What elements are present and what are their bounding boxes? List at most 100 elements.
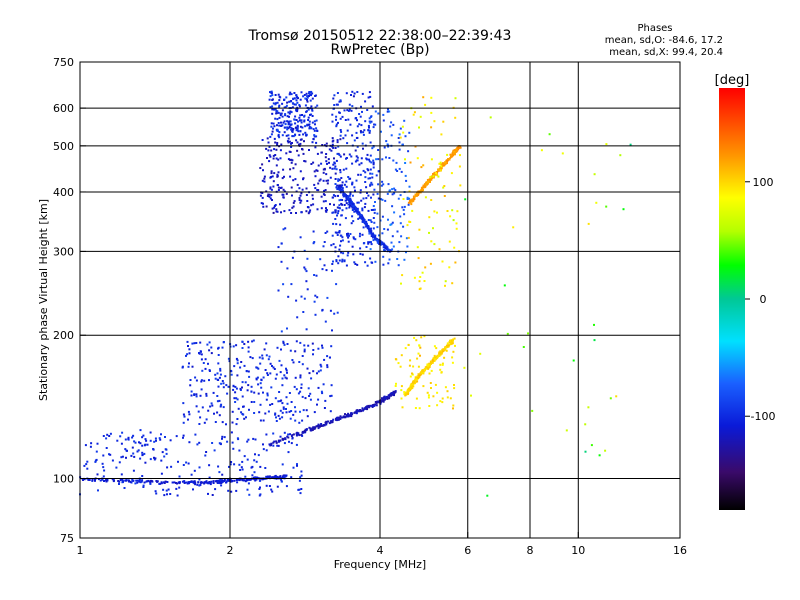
scatter-point (276, 110, 279, 113)
scatter-point (258, 356, 261, 359)
scatter-point (262, 169, 264, 172)
scatter-point (219, 369, 222, 372)
scatter-point (130, 454, 133, 457)
scatter-point (333, 167, 336, 170)
scatter-point (303, 160, 306, 162)
scatter-point (273, 148, 276, 151)
scatter-point (299, 170, 302, 173)
scatter-point (451, 209, 454, 212)
scatter-point (343, 260, 346, 263)
scatter-point (299, 119, 301, 122)
scatter-point (278, 116, 281, 119)
scatter-point (269, 106, 272, 109)
scatter-point (309, 209, 312, 212)
scatter-point (331, 113, 334, 116)
scatter-point (349, 202, 352, 205)
scatter-point (299, 476, 302, 479)
scatter-point (161, 451, 164, 454)
scatter-point (259, 362, 262, 365)
x-tick-label: 4 (377, 544, 384, 557)
scatter-point (277, 444, 280, 447)
scatter-point (455, 222, 458, 225)
scatter-point (595, 201, 598, 204)
scatter-point (368, 129, 371, 132)
scatter-point (308, 211, 311, 213)
scatter-point (415, 339, 418, 342)
scatter-point (327, 420, 329, 423)
scatter-point (231, 421, 234, 424)
scatter-point (281, 102, 284, 105)
scatter-point (448, 266, 451, 269)
scatter-point (183, 482, 186, 484)
scatter-point (276, 173, 279, 176)
scatter-point (261, 354, 264, 357)
scatter-point (376, 226, 379, 229)
y-axis-label: Stationary phase Virtual Height [km] (37, 199, 50, 401)
scatter-point (341, 416, 343, 419)
scatter-point (275, 373, 278, 376)
scatter-point (431, 359, 434, 362)
scatter-point (338, 188, 341, 191)
scatter-point (335, 115, 338, 118)
scatter-point (90, 442, 93, 445)
scatter-point (291, 135, 294, 138)
scatter-point (285, 152, 288, 155)
scatter-point (299, 374, 302, 377)
scatter-point (308, 91, 311, 94)
y-tick-label: 75 (60, 532, 74, 545)
scatter-point (359, 191, 362, 194)
scatter-point (451, 154, 454, 157)
scatter-point (417, 192, 420, 195)
scatter-point (175, 487, 178, 490)
scatter-point (451, 361, 454, 364)
scatter-point (287, 122, 290, 125)
scatter-point (399, 127, 402, 130)
scatter-point (424, 266, 427, 269)
scatter-point (278, 136, 281, 139)
scatter-point (334, 195, 337, 198)
scatter-point (312, 138, 315, 141)
scatter-point (250, 390, 253, 393)
scatter-point (262, 443, 264, 446)
scatter-point (252, 339, 255, 342)
scatter-point (421, 369, 424, 372)
scatter-point (344, 217, 347, 220)
scatter-point (300, 474, 303, 477)
scatter-point (283, 442, 286, 445)
scatter-point (286, 343, 289, 345)
scatter-point (432, 175, 435, 178)
scatter-point (340, 189, 343, 192)
scatter-point (189, 481, 191, 483)
scatter-point (338, 207, 341, 210)
scatter-point (370, 227, 372, 230)
scatter-point (176, 494, 179, 497)
scatter-point (430, 387, 432, 389)
scatter-point (295, 432, 298, 435)
y-tick-label: 200 (53, 329, 74, 342)
scatter-point (279, 475, 282, 478)
scatter-point (348, 198, 351, 201)
scatter-point (400, 389, 403, 392)
scatter-point (304, 97, 307, 100)
scatter-point (227, 385, 230, 388)
scatter-point (312, 242, 315, 245)
scatter-point (178, 475, 181, 478)
scatter-point (369, 183, 372, 186)
scatter-point (335, 231, 338, 234)
scatter-point (218, 376, 221, 379)
scatter-point (332, 222, 335, 225)
scatter-point (438, 168, 441, 171)
scatter-point (457, 148, 459, 151)
scatter-point (198, 441, 201, 444)
scatter-point (356, 207, 359, 210)
scatter-point (452, 407, 454, 410)
scatter-point (438, 162, 441, 165)
scatter-point (87, 478, 90, 481)
scatter-point (276, 124, 278, 127)
scatter-point (340, 240, 342, 243)
scatter-point (317, 347, 320, 350)
scatter-point (320, 390, 323, 393)
scatter-point (279, 409, 282, 412)
scatter-point (302, 177, 305, 180)
scatter-point (313, 170, 316, 173)
